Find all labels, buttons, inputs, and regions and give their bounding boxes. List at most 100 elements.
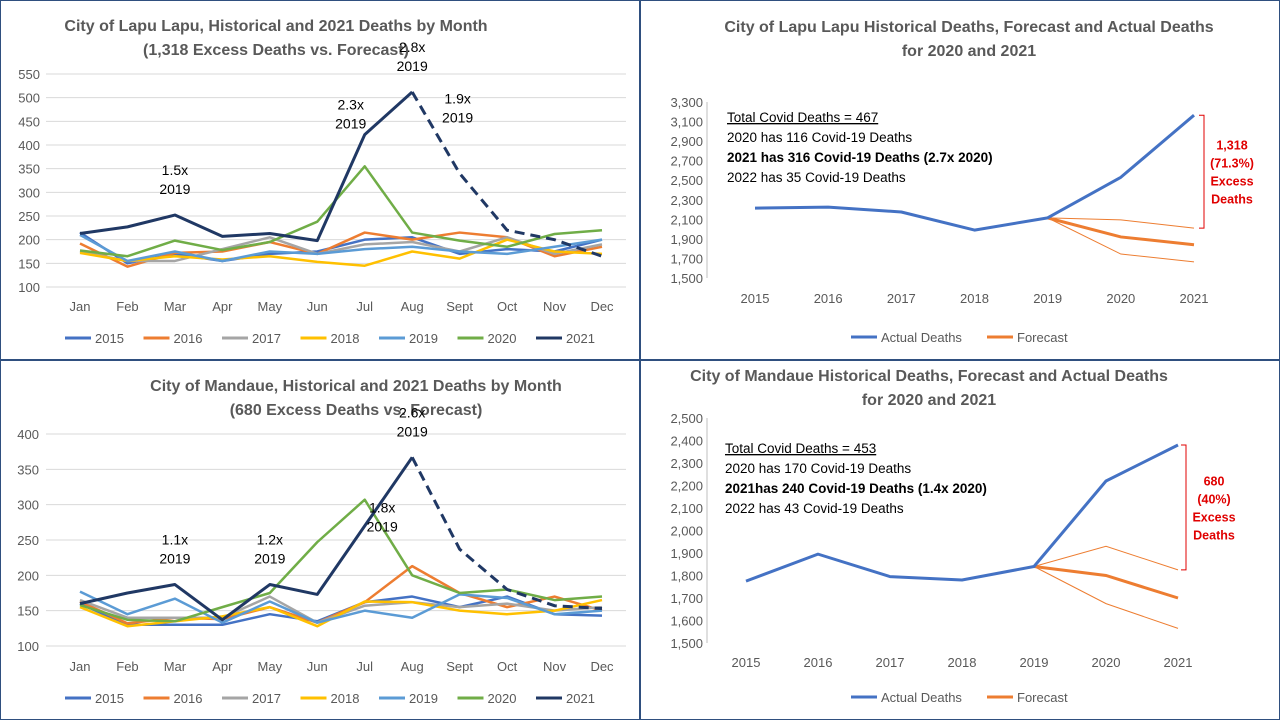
legend-label: Actual Deaths (881, 330, 962, 345)
y-tick-label: 2,500 (670, 411, 703, 426)
legend-item: Actual Deaths (851, 330, 962, 345)
series-line-2020 (79, 165, 603, 258)
annotation: 1.5x 2019 (159, 162, 190, 197)
legend-label: 2019 (409, 331, 438, 346)
x-tick-label: Aug (401, 299, 424, 314)
x-tick-label: Jan (70, 659, 91, 674)
x-tick-label: 2016 (814, 291, 843, 306)
textbox-line: 2022 has 35 Covid-19 Deaths (727, 170, 906, 185)
y-tick-label: 2,300 (670, 456, 703, 471)
y-tick-label: 2,900 (670, 134, 703, 149)
monthly-chart-svg: City of Lapu Lapu, Historical and 2021 D… (18, 18, 626, 346)
x-tick-label: 2018 (960, 291, 989, 306)
y-tick-label: 550 (18, 67, 40, 82)
y-tick-label: 150 (17, 604, 39, 619)
legend-item: Forecast (987, 330, 1068, 345)
annotation-base: 2019 (367, 518, 398, 534)
x-tick-label: Mar (164, 299, 187, 314)
monthly-chart-svg: City of Mandaue, Historical and 2021 Dea… (17, 378, 626, 706)
legend-label: 2015 (95, 691, 124, 706)
annotation-base: 2019 (335, 116, 366, 132)
annotation-ratio: 1.5x (162, 162, 188, 178)
y-tick-label: 2,300 (670, 193, 703, 208)
chart-title: City of Lapu Lapu, Historical and 2021 D… (64, 18, 487, 35)
y-tick-label: 2,500 (670, 173, 703, 188)
x-tick-label: Jun (307, 659, 328, 674)
x-tick-label: Apr (212, 659, 233, 674)
textbox-line: Total Covid Deaths = 467 (727, 110, 878, 125)
chart-title: City of Lapu Lapu Historical Deaths, For… (724, 19, 1213, 36)
series-line-2019 (79, 590, 603, 624)
chart-title: City of Mandaue Historical Deaths, Forec… (690, 368, 1168, 385)
annotation-ratio: 1.8x (369, 499, 395, 515)
legend-item: 2018 (300, 331, 359, 346)
x-tick-label: Oct (497, 659, 518, 674)
excess-deaths-label: Deaths (1211, 193, 1253, 207)
legend-label: 2020 (488, 691, 517, 706)
textbox-line: 2020 has 116 Covid-19 Deaths (727, 130, 912, 145)
x-tick-label: Jan (70, 299, 91, 314)
y-tick-label: 2,100 (670, 501, 703, 516)
annotation-base: 2019 (159, 551, 190, 567)
legend-label: 2017 (252, 331, 281, 346)
x-tick-label: 2020 (1106, 291, 1135, 306)
y-tick-label: 400 (18, 138, 40, 153)
legend-label: 2020 (488, 331, 517, 346)
series-line-2021-projected (410, 91, 603, 258)
chart-title: City of Mandaue, Historical and 2021 Dea… (150, 378, 562, 395)
legend-label: 2017 (252, 691, 281, 706)
series-line-forecast (1033, 565, 1179, 600)
series-line-2021 (79, 456, 414, 622)
x-tick-label: Feb (116, 299, 138, 314)
y-tick-label: 300 (17, 498, 39, 513)
x-tick-label: 2015 (741, 291, 770, 306)
series-line-2021 (79, 90, 414, 243)
x-tick-label: Dec (590, 299, 614, 314)
chart-subtitle: (680 Excess Deaths vs. Forecast) (230, 402, 483, 419)
annotation-base: 2019 (254, 551, 285, 567)
excess-deaths-label: (40%) (1197, 492, 1230, 506)
y-tick-label: 300 (18, 185, 40, 200)
annotation-base: 2019 (159, 181, 190, 197)
x-tick-label: 2018 (948, 655, 977, 670)
x-tick-label: 2017 (887, 291, 916, 306)
legend-label: Forecast (1017, 690, 1068, 705)
x-tick-label: Sept (446, 659, 473, 674)
series-line-2018 (79, 238, 603, 267)
legend-item: 2017 (222, 331, 281, 346)
legend-label: 2021 (566, 691, 595, 706)
legend-label: 2016 (174, 691, 203, 706)
excess-bracket (1199, 114, 1205, 229)
y-tick-label: 1,900 (670, 232, 703, 247)
x-tick-label: Jun (307, 299, 328, 314)
annotation-ratio: 2.6x (399, 404, 425, 420)
textbox-line: 2020 has 170 Covid-19 Deaths (725, 461, 911, 476)
textbox-line: 2021has 240 Covid-19 Deaths (1.4x 2020) (725, 481, 987, 496)
legend-label: Forecast (1017, 330, 1068, 345)
legend-label: 2021 (566, 331, 595, 346)
series-line-2020 (79, 498, 603, 623)
chart-subtitle: (1,318 Excess Deaths vs. Forecast) (143, 42, 409, 59)
x-tick-label: Sept (446, 299, 473, 314)
annotation: 1.9x 2019 (442, 90, 473, 125)
annotation: 2.8x 2019 (397, 39, 428, 74)
y-tick-label: 2,100 (670, 212, 703, 227)
y-tick-label: 250 (18, 209, 40, 224)
legend-item: 2019 (379, 691, 438, 706)
x-tick-label: Feb (116, 659, 138, 674)
y-tick-label: 100 (18, 280, 40, 295)
y-tick-label: 1,500 (670, 271, 703, 286)
y-tick-label: 1,800 (670, 569, 703, 584)
series-line-2021-projected (410, 456, 603, 611)
excess-deaths-label: Deaths (1193, 528, 1235, 542)
x-tick-label: 2017 (876, 655, 905, 670)
forecast-lower-bound (1047, 217, 1195, 263)
legend-item: 2017 (222, 691, 281, 706)
legend-label: 2015 (95, 331, 124, 346)
x-tick-label: 2019 (1020, 655, 1049, 670)
y-tick-label: 350 (17, 462, 39, 477)
series-line-2017 (79, 595, 603, 624)
series-line-2017 (79, 236, 603, 263)
annotation-ratio: 2.3x (337, 97, 363, 113)
excess-deaths-label: Excess (1192, 510, 1235, 524)
